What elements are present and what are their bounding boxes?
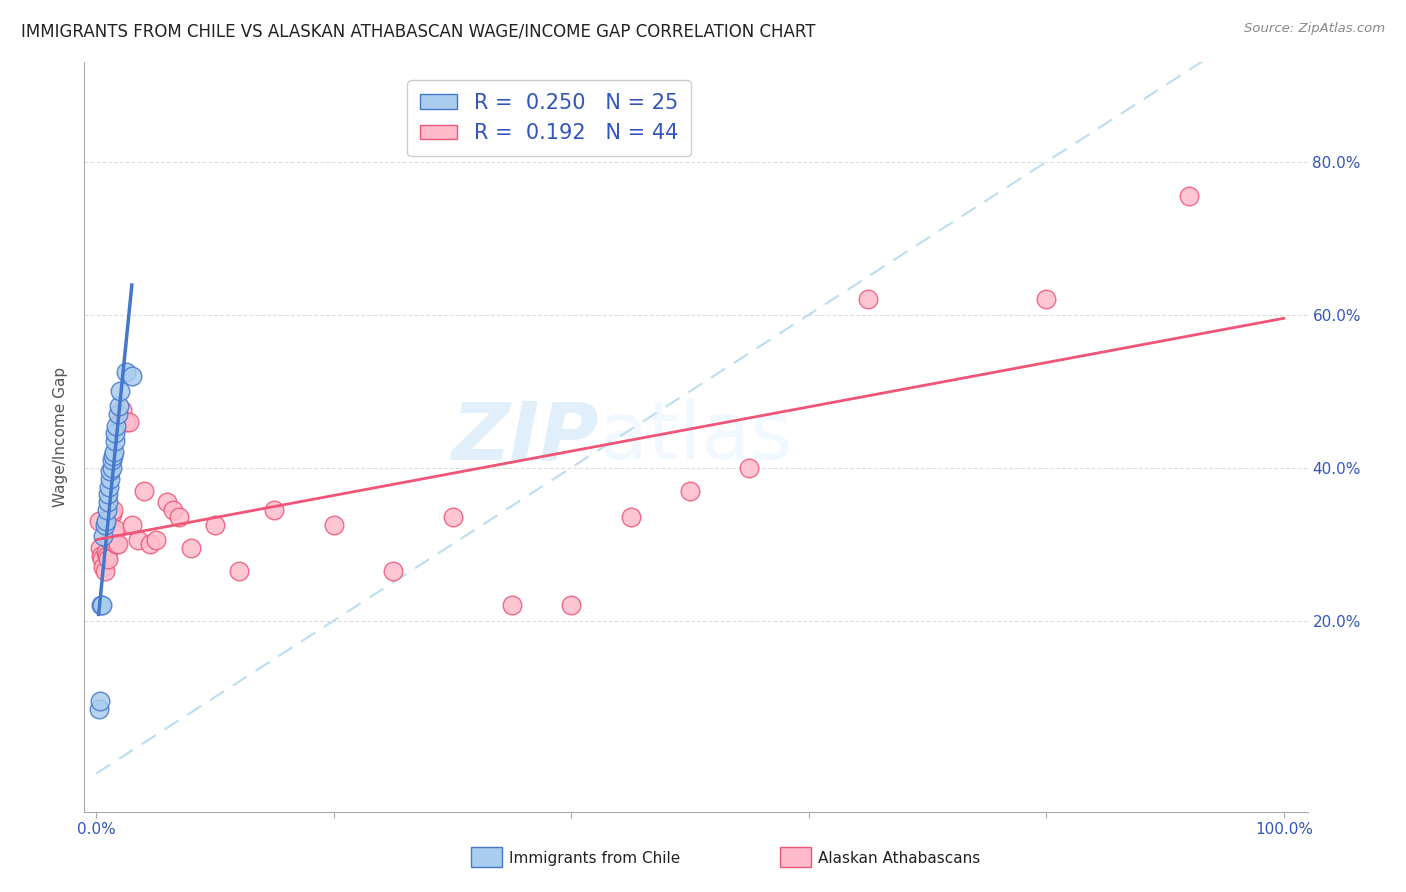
Point: [87, 514, 110, 528]
Point: [91, 552, 114, 566]
Point: [104, 522, 127, 536]
Legend: R =  0.250   N = 25, R =  0.192   N = 44: R = 0.250 N = 25, R = 0.192 N = 44: [408, 80, 690, 156]
Point: [145, 533, 167, 548]
Point: [93, 560, 115, 574]
Point: [97, 552, 120, 566]
Point: [501, 599, 523, 613]
Point: [107, 400, 129, 414]
Point: [738, 460, 761, 475]
Point: [94, 545, 117, 559]
Point: [100, 460, 122, 475]
Point: [103, 445, 125, 459]
Point: [441, 510, 464, 524]
Point: [100, 465, 122, 479]
Point: [132, 483, 155, 498]
Point: [322, 518, 344, 533]
Point: [138, 537, 160, 551]
Point: [89, 694, 111, 708]
Point: [100, 453, 122, 467]
Point: [111, 403, 134, 417]
Point: [98, 533, 121, 548]
Point: [180, 541, 202, 555]
Text: Alaskan Athabascans: Alaskan Athabascans: [818, 851, 980, 865]
Text: atlas: atlas: [598, 398, 793, 476]
Point: [115, 415, 138, 429]
Point: [107, 407, 129, 421]
Point: [856, 293, 879, 307]
Point: [104, 426, 127, 441]
Point: [560, 599, 582, 613]
Point: [103, 525, 125, 540]
Point: [98, 480, 121, 494]
Point: [91, 599, 114, 613]
Point: [679, 483, 702, 498]
Point: [263, 502, 285, 516]
Point: [90, 599, 112, 613]
Point: [118, 415, 141, 429]
Text: Immigrants from Chile: Immigrants from Chile: [509, 851, 681, 865]
Point: [1035, 293, 1057, 307]
Point: [121, 518, 143, 533]
Point: [96, 502, 118, 516]
Point: [94, 514, 117, 528]
Point: [93, 529, 115, 543]
Point: [121, 368, 143, 383]
Point: [100, 472, 122, 486]
Point: [105, 418, 128, 433]
Point: [107, 537, 129, 551]
Point: [382, 564, 405, 578]
Point: [93, 518, 115, 533]
Point: [1178, 189, 1201, 203]
Point: [90, 549, 112, 563]
Point: [87, 701, 110, 715]
Point: [100, 507, 122, 521]
Point: [162, 502, 184, 516]
Text: IMMIGRANTS FROM CHILE VS ALASKAN ATHABASCAN WAGE/INCOME GAP CORRELATION CHART: IMMIGRANTS FROM CHILE VS ALASKAN ATHABAS…: [21, 22, 815, 40]
Text: Source: ZipAtlas.com: Source: ZipAtlas.com: [1244, 22, 1385, 36]
Point: [169, 510, 191, 524]
Point: [100, 510, 122, 524]
Point: [101, 502, 124, 516]
Point: [96, 549, 118, 563]
Point: [97, 487, 120, 501]
Text: ZIP: ZIP: [451, 398, 598, 476]
Point: [204, 518, 226, 533]
Point: [620, 510, 643, 524]
Point: [104, 434, 127, 448]
Point: [105, 537, 128, 551]
Point: [156, 495, 179, 509]
Point: [93, 564, 115, 578]
Point: [89, 541, 111, 555]
Point: [127, 533, 149, 548]
Point: [108, 384, 131, 399]
Point: [101, 449, 124, 463]
Point: [115, 365, 138, 379]
Y-axis label: Wage/Income Gap: Wage/Income Gap: [53, 367, 69, 508]
Point: [228, 564, 250, 578]
Point: [97, 495, 120, 509]
Point: [108, 415, 131, 429]
